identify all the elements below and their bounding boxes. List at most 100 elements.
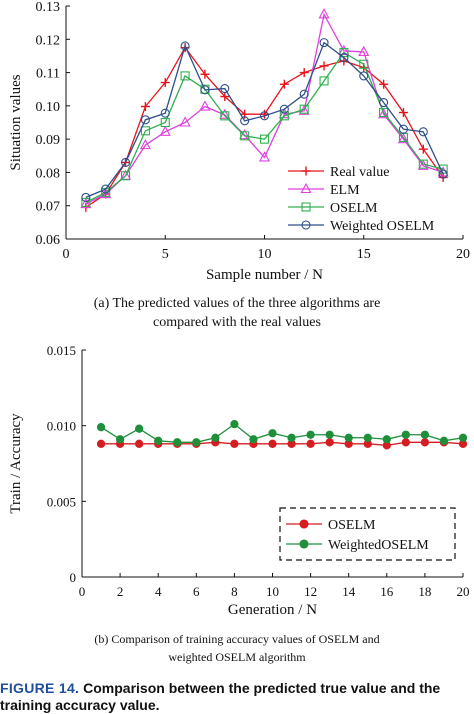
- data-point: [96, 439, 106, 448]
- data-point: [160, 78, 170, 88]
- data-point: [437, 166, 449, 177]
- x-tick-label: 8: [231, 584, 238, 599]
- legend-marker: [301, 166, 311, 176]
- data-point: [279, 104, 289, 114]
- series-weightedoselm: [96, 420, 468, 447]
- figure-label: FIGURE 14.: [0, 680, 80, 696]
- data-point: [140, 102, 150, 112]
- y-tick-label: 0.08: [36, 166, 61, 181]
- data-point: [200, 85, 210, 95]
- x-tick-label: 5: [162, 247, 169, 262]
- data-point: [249, 435, 258, 444]
- y-axis-label: Train / Accuracy: [8, 413, 24, 514]
- legend-label: ELM: [330, 183, 360, 198]
- data-point: [401, 438, 410, 447]
- data-point: [279, 79, 289, 89]
- chart-a-caption-line1: (a) The predicted values of the three al…: [93, 296, 381, 311]
- data-point: [81, 192, 91, 202]
- x-tick-label: 14: [342, 584, 356, 599]
- data-point: [379, 79, 389, 89]
- chart-a-caption-line2: compared with the real values: [153, 315, 321, 330]
- data-point: [458, 433, 468, 442]
- data-point: [160, 108, 170, 118]
- data-point: [115, 435, 125, 444]
- data-point: [121, 157, 131, 167]
- data-point: [379, 97, 389, 108]
- series-line: [85, 51, 444, 203]
- x-tick-label: 20: [457, 584, 470, 599]
- data-point: [180, 71, 190, 81]
- data-point: [359, 71, 369, 81]
- data-point: [299, 89, 309, 99]
- data-point: [344, 433, 353, 442]
- legend-box: [279, 507, 456, 561]
- x-tick-label: 20: [456, 247, 470, 262]
- legend-label: Weighted OSELM: [330, 219, 435, 234]
- data-point: [220, 92, 230, 102]
- x-tick-label: 2: [117, 584, 124, 599]
- legend-label: OSELM: [328, 518, 376, 533]
- y-tick-label: 0.13: [36, 0, 61, 15]
- figure-caption: FIGURE 14. Comparison between the predic…: [0, 680, 474, 714]
- data-point: [379, 107, 389, 118]
- figure-caption-text: Comparison between the predicted true va…: [0, 680, 441, 713]
- data-point: [418, 159, 428, 169]
- data-point: [96, 423, 106, 432]
- data-point: [398, 124, 409, 134]
- series-weighted-oselm: [81, 38, 448, 202]
- data-point: [268, 429, 277, 438]
- series-real-value: [81, 43, 448, 212]
- x-tick-label: 0: [63, 247, 70, 262]
- data-point: [318, 8, 330, 19]
- data-point: [397, 132, 409, 144]
- data-point: [81, 197, 91, 207]
- data-point: [319, 61, 329, 71]
- y-tick-label: 0.06: [36, 233, 61, 248]
- x-tick-label: 12: [304, 584, 317, 599]
- data-point: [160, 117, 170, 128]
- data-point: [325, 430, 334, 439]
- data-point: [180, 41, 190, 51]
- data-point: [299, 104, 309, 114]
- data-point: [220, 83, 230, 94]
- legend-marker: [299, 539, 309, 549]
- data-point: [278, 108, 290, 119]
- data-point: [382, 435, 391, 444]
- series-elm: [80, 8, 449, 209]
- data-point: [219, 108, 231, 119]
- data-point: [240, 131, 250, 141]
- data-point: [339, 53, 349, 63]
- y-tick-label: 0.10: [36, 100, 61, 115]
- data-point: [140, 126, 150, 136]
- legend-marker: [301, 220, 311, 230]
- chart-b-caption-line2: weighted OSELM algorithm: [168, 650, 306, 664]
- data-point: [438, 169, 448, 179]
- data-point: [134, 424, 144, 433]
- data-point: [338, 44, 350, 55]
- series-line: [85, 12, 444, 205]
- legend-marker: [301, 202, 311, 212]
- data-point: [220, 111, 230, 121]
- y-tick-label: 0.010: [47, 419, 76, 434]
- data-point: [358, 45, 370, 56]
- data-point: [154, 436, 163, 445]
- data-point: [230, 420, 239, 429]
- data-point: [401, 430, 410, 439]
- y-tick-label: 0: [70, 570, 77, 585]
- data-point: [339, 48, 349, 58]
- legend-label: OSELM: [330, 201, 378, 216]
- chart-a-caption: (a) The predicted values of the three al…: [0, 294, 474, 332]
- data-point: [134, 439, 144, 448]
- x-tick-label: 4: [155, 584, 162, 599]
- data-point: [319, 76, 329, 86]
- x-tick-label: 6: [193, 584, 200, 599]
- y-tick-label: 0.005: [47, 494, 76, 509]
- data-point: [268, 439, 277, 448]
- data-point: [319, 38, 329, 48]
- data-point: [230, 439, 239, 448]
- series-line: [85, 41, 444, 198]
- y-axis-label: Situation values: [8, 74, 24, 170]
- data-point: [121, 171, 131, 181]
- series-line: [85, 46, 444, 208]
